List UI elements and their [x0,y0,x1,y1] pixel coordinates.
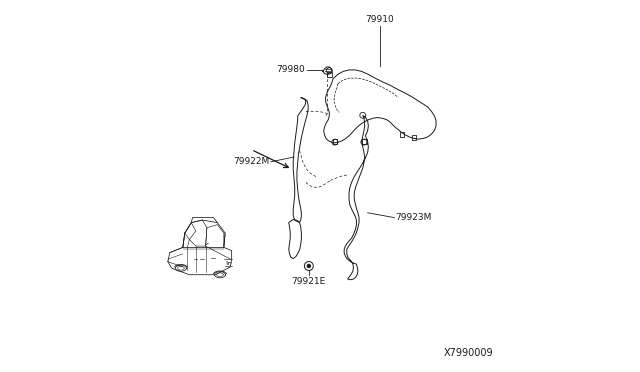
Bar [362,139,367,144]
Circle shape [307,264,310,267]
Text: 79923M: 79923M [395,213,431,222]
Text: 79922M: 79922M [233,157,269,166]
Text: 79910: 79910 [365,15,394,24]
Text: 79980: 79980 [276,65,305,74]
Bar [327,72,332,77]
Bar [412,135,416,140]
Text: X7990009: X7990009 [444,348,493,358]
Bar [333,139,337,144]
Bar [399,132,404,137]
Text: 79921E: 79921E [292,277,326,286]
